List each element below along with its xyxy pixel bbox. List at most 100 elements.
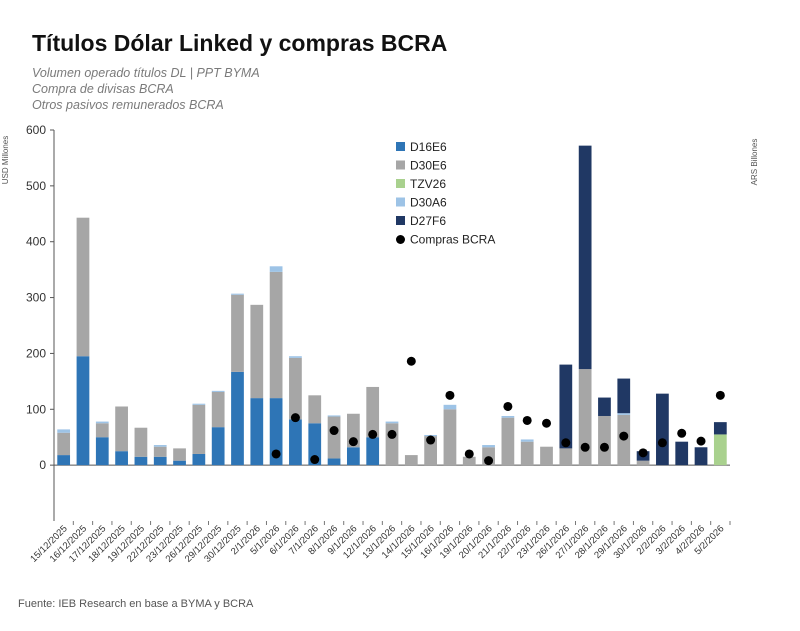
bar-d30a6-12: [289, 356, 302, 358]
bar-d30e6-9: [231, 294, 244, 372]
bar-d30e6-3: [115, 406, 128, 452]
chart-subtitle-2: Compra de divisas BCRA: [32, 82, 174, 96]
legend-label: D30A6: [410, 196, 447, 210]
bar-d30e6-20: [443, 409, 457, 466]
bar-tzv26-34: [713, 434, 727, 466]
point-compras-bcra-25: [542, 418, 552, 428]
bar-d30a6-5: [153, 445, 167, 447]
bar-d16e6-5: [153, 456, 167, 466]
legend-marker-compras-bcra: [396, 235, 405, 244]
legend-swatch-d30e6: [396, 160, 405, 170]
bar-d30a6-23: [501, 415, 515, 418]
bar-d27f6-33: [694, 447, 708, 466]
bar-d30a6-14: [327, 415, 341, 417]
point-compras-bcra-24: [522, 415, 532, 425]
bar-d30e6-23: [501, 417, 515, 466]
bar-d30e6-17: [385, 423, 399, 466]
bar-d30e6-30: [636, 460, 650, 466]
y-tick-label: 300: [26, 291, 46, 305]
bar-d30e6-4: [134, 427, 148, 457]
bar-d16e6-0: [57, 455, 71, 466]
bar-d16e6-13: [308, 423, 322, 466]
bar-d30e6-28: [598, 415, 611, 466]
bar-d30a6-22: [482, 445, 495, 448]
bar-d27f6-31: [656, 393, 669, 466]
legend-label: TZV26: [410, 177, 446, 191]
bar-d30e6-6: [173, 448, 186, 461]
chart-subtitle-3: Otros pasivos remunerados BCRA: [32, 98, 224, 112]
bar-d30e6-2: [95, 423, 109, 438]
bar-d30e6-1: [76, 217, 90, 357]
bar-d16e6-10: [250, 398, 264, 466]
point-compras-bcra-32: [677, 428, 687, 438]
chart-title: Títulos Dólar Linked y compras BCRA: [32, 30, 448, 56]
bar-d16e6-4: [134, 456, 148, 466]
y-tick-label: 600: [26, 123, 46, 137]
legend-swatch-d16e6: [396, 142, 405, 151]
y-tick-label: 100: [26, 402, 46, 416]
bar-d30e6-11: [269, 271, 283, 399]
bar-d27f6-26: [559, 364, 573, 449]
legend-swatch-tzv26: [396, 179, 405, 188]
bar-d16e6-14: [327, 458, 341, 466]
bar-d30a6-11: [269, 266, 283, 272]
bar-d16e6-16: [366, 437, 380, 466]
point-compras-bcra-34: [715, 390, 725, 400]
bar-d30e6-14: [327, 416, 341, 459]
point-compras-bcra-12: [290, 413, 300, 423]
point-compras-bcra-29: [619, 431, 629, 441]
point-compras-bcra-30: [638, 448, 648, 458]
point-compras-bcra-28: [599, 442, 609, 452]
legend-label: D16E6: [410, 140, 447, 154]
bar-d16e6-11: [269, 398, 283, 466]
bar-d30a6-20: [443, 404, 457, 410]
point-compras-bcra-16: [368, 429, 378, 439]
bar-d30e6-25: [540, 446, 553, 466]
bar-d30a6-9: [231, 293, 244, 295]
bar-d30a6-8: [211, 390, 225, 392]
legend-label: D30E6: [410, 159, 447, 173]
legend-label: D27F6: [410, 214, 446, 228]
bar-d30e6-16: [366, 386, 380, 438]
bar-d30e6-0: [57, 432, 71, 456]
point-compras-bcra-18: [406, 356, 416, 366]
point-compras-bcra-27: [580, 442, 590, 452]
y-tick-label: 500: [26, 179, 46, 193]
chart-source: Fuente: IEB Research en base a BYMA y BC…: [18, 598, 254, 610]
bar-d30e6-10: [250, 304, 264, 399]
point-compras-bcra-15: [348, 437, 358, 447]
bar-d30a6-7: [192, 403, 206, 405]
point-compras-bcra-23: [503, 401, 513, 411]
point-compras-bcra-26: [561, 438, 571, 448]
bar-d30e6-27: [578, 369, 592, 466]
bar-d30a6-24: [520, 439, 534, 442]
bar-d16e6-15: [346, 447, 360, 466]
bar-d16e6-8: [211, 427, 225, 466]
y-tick-label: 0: [39, 458, 46, 472]
bar-d30e6-18: [404, 455, 418, 466]
bar-d30a6-0: [57, 429, 71, 433]
bar-d16e6-3: [115, 451, 128, 466]
legend-label: Compras BCRA: [410, 233, 495, 247]
bar-d30e6-5: [153, 446, 167, 457]
bar-d30e6-8: [211, 391, 225, 428]
bar-d30e6-13: [308, 395, 322, 424]
bar-d30e6-12: [289, 357, 302, 420]
point-compras-bcra-33: [696, 436, 706, 446]
y2-axis-title: ARS Billones: [750, 139, 759, 186]
chart-subtitle-1: Volumen operado títulos DL | PPT BYMA: [32, 66, 260, 80]
bar-d16e6-12: [289, 419, 302, 466]
bar-d30a6-29: [617, 413, 631, 415]
point-compras-bcra-14: [329, 426, 339, 436]
point-compras-bcra-11: [271, 449, 281, 459]
y-axis-title: USD Millones: [1, 136, 10, 184]
bar-d30e6-21: [462, 456, 476, 466]
bar-d16e6-6: [173, 460, 186, 466]
y-tick-label: 200: [26, 346, 46, 360]
bar-d16e6-2: [95, 437, 109, 466]
point-compras-bcra-13: [310, 455, 320, 465]
bar-d16e6-9: [231, 371, 244, 466]
point-compras-bcra-21: [464, 449, 474, 459]
point-compras-bcra-31: [657, 438, 667, 448]
